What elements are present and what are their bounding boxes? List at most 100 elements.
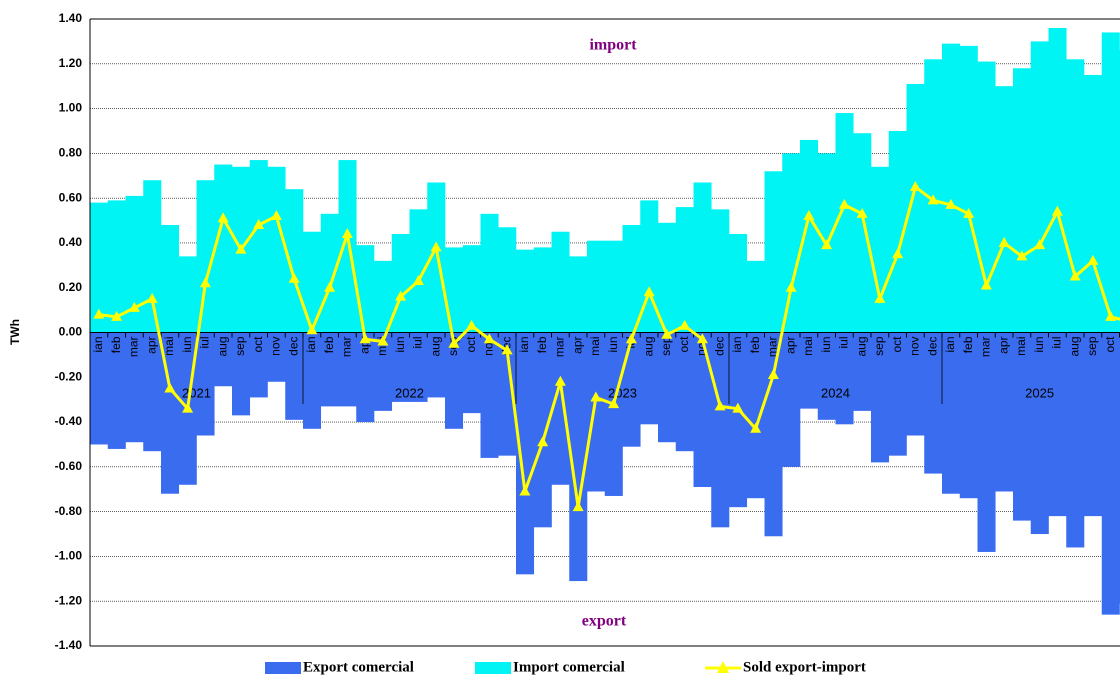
y-tick-label: 1.00 xyxy=(59,101,83,115)
bar xyxy=(800,139,819,333)
bar xyxy=(640,332,659,425)
bar xyxy=(462,332,481,414)
bar xyxy=(551,332,570,485)
bar xyxy=(427,182,446,333)
bar xyxy=(178,256,197,333)
marker xyxy=(927,194,939,205)
x-tick-label: dec xyxy=(286,337,300,356)
marker xyxy=(856,207,868,218)
marker xyxy=(1069,270,1081,281)
x-tick-label: iul xyxy=(1050,337,1064,349)
marker xyxy=(1105,310,1117,321)
bar xyxy=(90,202,109,333)
y-tick-label: 0.60 xyxy=(59,190,83,204)
bar xyxy=(391,233,410,333)
bar xyxy=(906,332,925,436)
marker xyxy=(803,210,815,221)
bar xyxy=(303,332,322,429)
marker xyxy=(111,310,123,321)
bar xyxy=(569,256,588,333)
bar xyxy=(622,225,641,333)
bar xyxy=(533,247,552,333)
bar xyxy=(906,83,925,333)
bar xyxy=(1048,332,1067,517)
bar xyxy=(267,166,286,333)
bar xyxy=(498,332,517,456)
bar xyxy=(1066,332,1085,548)
x-tick-label: iun xyxy=(606,337,620,353)
marker xyxy=(909,180,921,191)
x-tick-label: feb xyxy=(748,336,762,353)
bar xyxy=(746,332,765,499)
x-tick-label: ian xyxy=(943,337,957,353)
marker xyxy=(998,236,1010,247)
x-tick-label: mai xyxy=(1014,337,1028,356)
x-tick-label: apr xyxy=(570,336,584,353)
bar xyxy=(711,332,730,528)
marker xyxy=(874,292,886,303)
marker xyxy=(182,402,194,413)
bar xyxy=(604,332,623,496)
marker xyxy=(1016,250,1028,261)
bar xyxy=(1101,332,1120,615)
marker xyxy=(590,391,602,402)
marker xyxy=(501,344,513,355)
marker xyxy=(892,248,904,259)
x-tick-label: dec xyxy=(712,337,726,356)
x-tick-label: iul xyxy=(837,337,851,349)
bar xyxy=(782,153,801,333)
bar xyxy=(196,180,215,333)
bar xyxy=(1084,74,1103,333)
bar xyxy=(711,209,730,333)
x-tick-label: dec xyxy=(925,337,939,356)
x-tick-label: aug xyxy=(641,337,655,357)
marker xyxy=(270,210,282,221)
y-axis-label: TWh xyxy=(8,319,22,345)
bar xyxy=(658,222,677,333)
bar xyxy=(835,332,854,425)
marker xyxy=(625,333,637,344)
bar xyxy=(427,332,446,398)
bar xyxy=(959,332,978,499)
x-tick-label: mar xyxy=(340,337,354,358)
bar xyxy=(480,213,499,333)
x-tick-label: oct xyxy=(890,336,904,353)
x-tick-label: ian xyxy=(517,337,531,353)
marker xyxy=(679,319,691,330)
bar xyxy=(338,160,357,333)
bar xyxy=(445,332,464,429)
bar xyxy=(516,249,535,333)
year-label: 2023 xyxy=(608,385,637,400)
bar xyxy=(1066,59,1085,333)
marker xyxy=(750,422,762,433)
marker xyxy=(572,501,584,512)
bar xyxy=(196,332,215,436)
y-tick-label: -1.20 xyxy=(55,593,83,607)
bar xyxy=(285,332,304,420)
bar xyxy=(675,332,694,452)
export-annotation: export xyxy=(582,613,627,630)
x-tick-label: mai xyxy=(588,337,602,356)
marker xyxy=(128,301,140,312)
marker xyxy=(643,286,655,297)
legend-swatch xyxy=(265,662,301,674)
bar xyxy=(516,332,535,575)
bar xyxy=(764,332,783,537)
marker xyxy=(164,382,176,393)
bar xyxy=(533,332,552,528)
marker xyxy=(537,436,549,447)
bar xyxy=(498,227,517,333)
marker xyxy=(785,281,797,292)
x-tick-label: apr xyxy=(783,336,797,353)
bar xyxy=(569,332,588,582)
bar xyxy=(249,332,268,398)
bar xyxy=(835,113,854,333)
legend-label: Import comercial xyxy=(513,659,625,675)
marker xyxy=(838,198,850,209)
x-tick-label: oct xyxy=(251,336,265,353)
x-tick-label: iun xyxy=(819,337,833,353)
bar xyxy=(320,332,339,407)
bar xyxy=(107,200,126,333)
x-tick-label: iul xyxy=(198,337,212,349)
bar xyxy=(640,200,659,333)
